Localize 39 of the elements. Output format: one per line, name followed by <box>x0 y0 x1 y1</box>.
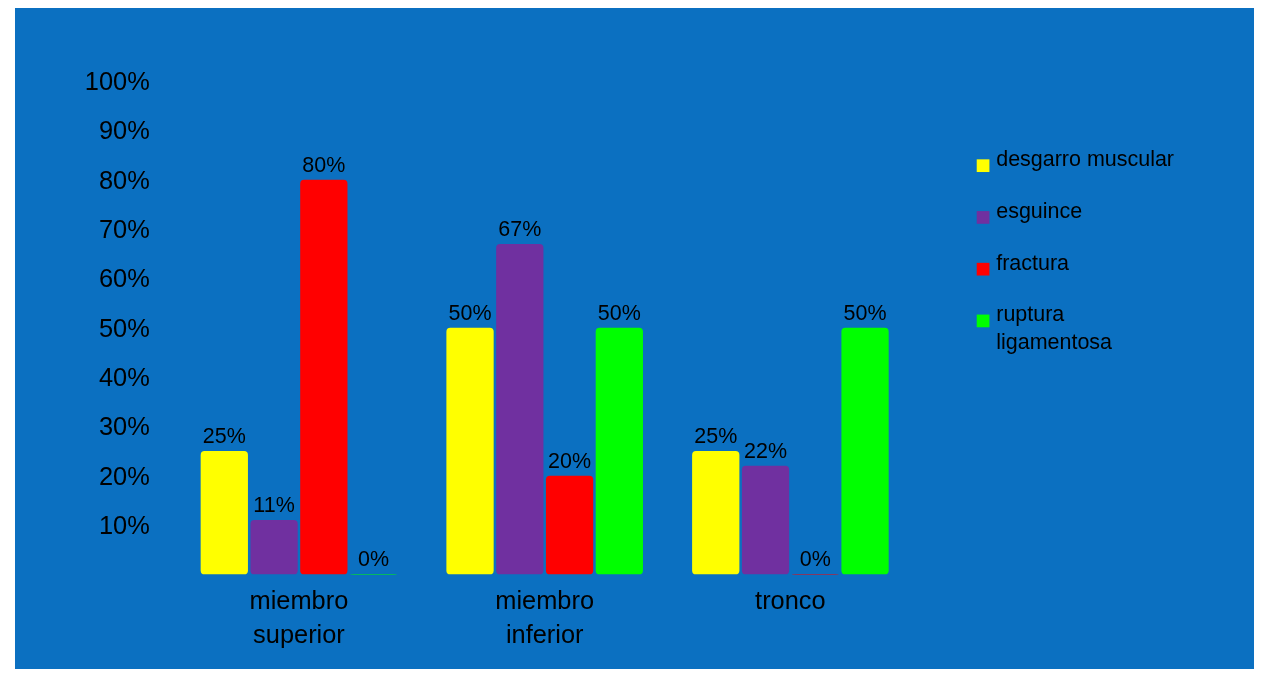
y-tick-label: 10% <box>98 510 150 539</box>
bar <box>496 243 544 575</box>
y-tick-label: 100% <box>84 67 150 96</box>
data-label: 11% <box>253 493 295 518</box>
legend-label: desgarro muscular <box>996 147 1175 172</box>
y-tick-label: 40% <box>98 362 150 391</box>
y-tick-label: 60% <box>98 264 150 293</box>
legend-label: fractura <box>996 250 1070 275</box>
data-label: 25% <box>202 424 246 449</box>
bar <box>595 327 643 575</box>
y-tick-label: 50% <box>98 313 150 342</box>
bar <box>200 451 248 575</box>
data-label: 80% <box>302 153 346 178</box>
y-tick-label: 80% <box>98 165 150 194</box>
data-label: 25% <box>694 424 738 449</box>
x-tick-label: miembro superior <box>249 586 349 648</box>
data-label: 0% <box>358 547 390 572</box>
legend-label: esguince <box>996 198 1083 223</box>
data-label: 50% <box>843 300 887 325</box>
bar <box>545 475 594 575</box>
data-label: 0% <box>799 547 831 572</box>
bar <box>250 520 298 575</box>
legend-label: ruptura ligamentosa <box>996 302 1113 354</box>
bar <box>692 451 740 575</box>
bar <box>741 465 790 575</box>
y-tick-label: 90% <box>98 116 150 145</box>
data-label: 20% <box>548 448 592 473</box>
bar <box>841 327 889 575</box>
x-tick-label: tronco <box>755 586 826 615</box>
y-tick-label: 70% <box>98 215 150 244</box>
data-label: 67% <box>498 217 542 242</box>
data-label: 22% <box>744 439 787 464</box>
data-label: 50% <box>597 300 641 325</box>
data-label: 50% <box>448 300 492 325</box>
x-tick-label: miembro inferior <box>495 586 595 648</box>
y-tick-label: 30% <box>98 412 150 441</box>
bar <box>446 327 494 575</box>
y-tick-label: 20% <box>98 461 150 490</box>
bar <box>300 179 348 575</box>
